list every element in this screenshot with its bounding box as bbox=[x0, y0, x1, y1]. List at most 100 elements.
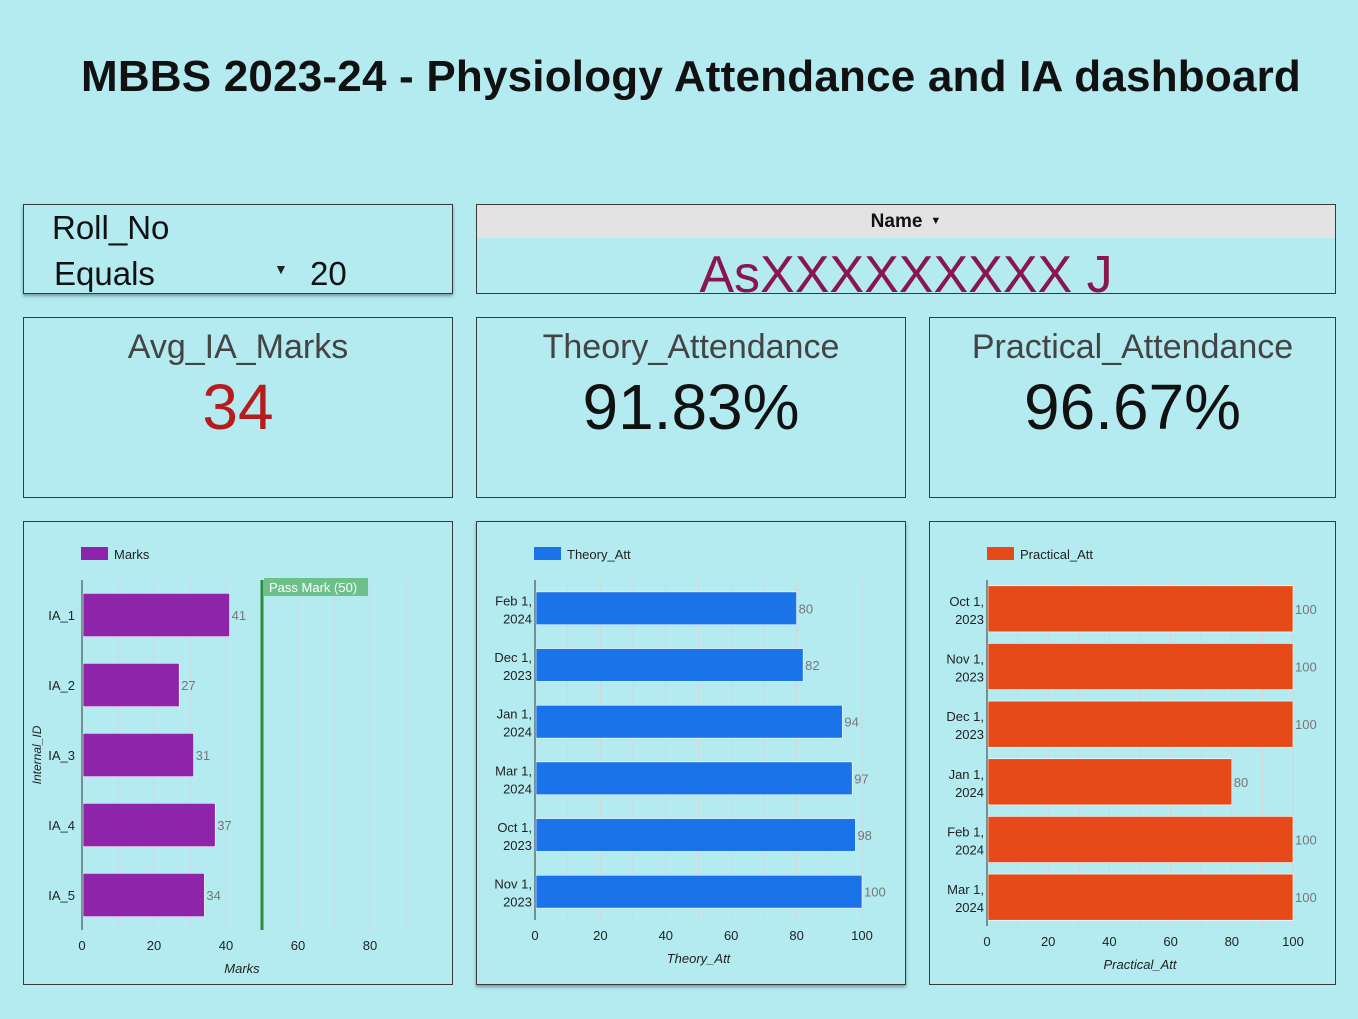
bar-value-label: 100 bbox=[864, 885, 886, 900]
bar-value-label: 41 bbox=[232, 608, 246, 623]
category-label: Mar 1, bbox=[947, 882, 984, 897]
x-tick-label: 20 bbox=[593, 928, 607, 943]
bar bbox=[535, 648, 804, 682]
page-title: MBBS 2023-24 - Physiology Attendance and… bbox=[80, 52, 1302, 101]
category-label: 2023 bbox=[955, 670, 984, 685]
category-label: 2024 bbox=[503, 725, 532, 740]
x-tick-label: 0 bbox=[531, 928, 538, 943]
bar bbox=[535, 591, 797, 626]
category-label: IA_4 bbox=[48, 818, 75, 833]
scorecard-value: 91.83% bbox=[582, 371, 800, 443]
x-tick-label: 0 bbox=[78, 938, 85, 953]
bar-value-label: 100 bbox=[1295, 717, 1317, 732]
x-tick-label: 80 bbox=[1225, 934, 1239, 949]
practical-att-bar-chart: Practical_Att 100 Oct 1, 2023 100 Nov 1, 2023 1… bbox=[946, 547, 1317, 972]
bar-value-label: 100 bbox=[1295, 660, 1317, 675]
theory-att-bar-chart: Theory_Att 80 Feb 1, 2024 82 Dec 1, 2023 94 Jan … bbox=[494, 547, 886, 966]
scorecard-label: Practical_Attendance bbox=[971, 328, 1294, 366]
chevron-down-icon[interactable]: ▼ bbox=[274, 261, 288, 277]
x-tick-label: 20 bbox=[147, 938, 161, 953]
category-label: Dec 1, bbox=[494, 650, 532, 665]
bar bbox=[535, 704, 843, 739]
category-label: 2024 bbox=[955, 785, 984, 800]
legend-swatch bbox=[81, 547, 108, 560]
category-label: Jan 1, bbox=[949, 767, 984, 782]
x-tick-label: 80 bbox=[789, 928, 803, 943]
bar bbox=[535, 874, 863, 909]
category-label: 2024 bbox=[955, 843, 984, 858]
category-label: IA_5 bbox=[48, 888, 75, 903]
x-tick-label: 60 bbox=[291, 938, 305, 953]
marks-bar-chart: Marks 41 IA_1 27 IA_2 31 IA_3 37 IA_4 34 IA_5 0 20 40… bbox=[30, 547, 407, 976]
x-axis-title: Marks bbox=[224, 961, 260, 976]
scorecard-practical-attendance: Practical_Attendance 96.67% bbox=[929, 317, 1336, 498]
category-label: IA_3 bbox=[48, 748, 75, 763]
scorecard-avg-ia-marks: Avg_IA_Marks 34 bbox=[23, 317, 453, 498]
legend-swatch bbox=[987, 547, 1014, 560]
bar bbox=[82, 872, 205, 917]
category-label: Jan 1, bbox=[497, 707, 532, 722]
category-label: Nov 1, bbox=[946, 652, 984, 667]
sort-arrow-icon[interactable]: ▼ bbox=[930, 215, 942, 228]
bar-value-label: 34 bbox=[206, 888, 220, 903]
x-tick-label: 0 bbox=[983, 934, 990, 949]
bar bbox=[82, 802, 216, 847]
roll-no-filter[interactable]: Roll_No Equals ▼ 20 bbox=[23, 204, 453, 294]
filter-value-input[interactable]: 20 bbox=[310, 255, 347, 292]
x-tick-label: 20 bbox=[1041, 934, 1055, 949]
bar-value-label: 98 bbox=[857, 828, 871, 843]
category-label: Oct 1, bbox=[497, 820, 532, 835]
scorecard-label: Avg_IA_Marks bbox=[127, 328, 349, 366]
bar-value-label: 27 bbox=[181, 678, 195, 693]
category-label: 2023 bbox=[503, 895, 532, 910]
y-axis-title: Internal_ID bbox=[30, 725, 44, 784]
legend-label: Practical_Att bbox=[1020, 547, 1093, 562]
bar-value-label: 100 bbox=[1295, 602, 1317, 617]
bar bbox=[535, 761, 853, 796]
category-label: 2023 bbox=[503, 668, 532, 683]
bar bbox=[535, 818, 856, 852]
bar bbox=[82, 593, 230, 638]
bar bbox=[987, 643, 1294, 690]
bar bbox=[987, 700, 1294, 748]
filter-operator[interactable]: Equals bbox=[54, 255, 155, 292]
scorecard-value: 34 bbox=[202, 371, 274, 443]
x-tick-label: 40 bbox=[659, 928, 673, 943]
legend-label: Marks bbox=[114, 547, 150, 562]
category-label: Dec 1, bbox=[946, 709, 984, 724]
scorecard-label: Theory_Attendance bbox=[542, 328, 840, 366]
bar-value-label: 82 bbox=[805, 658, 819, 673]
theory-chart-panel: Theory_Att 80 Feb 1, 2024 82 Dec 1, 2023 94 Jan … bbox=[476, 521, 906, 985]
category-label: IA_1 bbox=[48, 608, 75, 623]
bar-value-label: 100 bbox=[1295, 833, 1317, 848]
category-label: 2023 bbox=[503, 838, 532, 853]
bar-value-label: 100 bbox=[1295, 890, 1317, 905]
category-label: Mar 1, bbox=[495, 763, 532, 778]
category-label: Oct 1, bbox=[949, 594, 984, 609]
filter-field-label: Roll_No bbox=[52, 209, 170, 246]
bar bbox=[987, 585, 1294, 633]
category-label: Feb 1, bbox=[947, 825, 984, 840]
category-label: Feb 1, bbox=[495, 593, 532, 608]
scorecard-theory-attendance: Theory_Attendance 91.83% bbox=[476, 317, 906, 498]
student-name: AsXXXXXXXXX J bbox=[699, 246, 1113, 293]
bar bbox=[987, 816, 1294, 863]
bar bbox=[82, 733, 194, 778]
marks-chart-panel: Marks 41 IA_1 27 IA_2 31 IA_3 37 IA_4 34 IA_5 0 20 40… bbox=[23, 521, 453, 985]
bar bbox=[987, 758, 1233, 806]
scorecard-value: 96.67% bbox=[1023, 371, 1242, 443]
legend-swatch bbox=[534, 547, 561, 560]
x-tick-label: 60 bbox=[1163, 934, 1177, 949]
reference-label-box bbox=[264, 578, 368, 596]
name-table: Name ▼ AsXXXXXXXXX J bbox=[476, 204, 1336, 294]
x-tick-label: 60 bbox=[724, 928, 738, 943]
bar-value-label: 80 bbox=[1234, 775, 1248, 790]
category-label: IA_2 bbox=[48, 678, 75, 693]
reference-label: Pass Mark (50) bbox=[269, 580, 357, 595]
category-label: 2024 bbox=[503, 781, 532, 796]
bar-value-label: 94 bbox=[844, 715, 858, 730]
category-label: 2023 bbox=[955, 612, 984, 627]
legend-label: Theory_Att bbox=[567, 547, 631, 562]
x-tick-label: 80 bbox=[363, 938, 377, 953]
name-column-header[interactable]: Name ▼ bbox=[477, 205, 1335, 238]
